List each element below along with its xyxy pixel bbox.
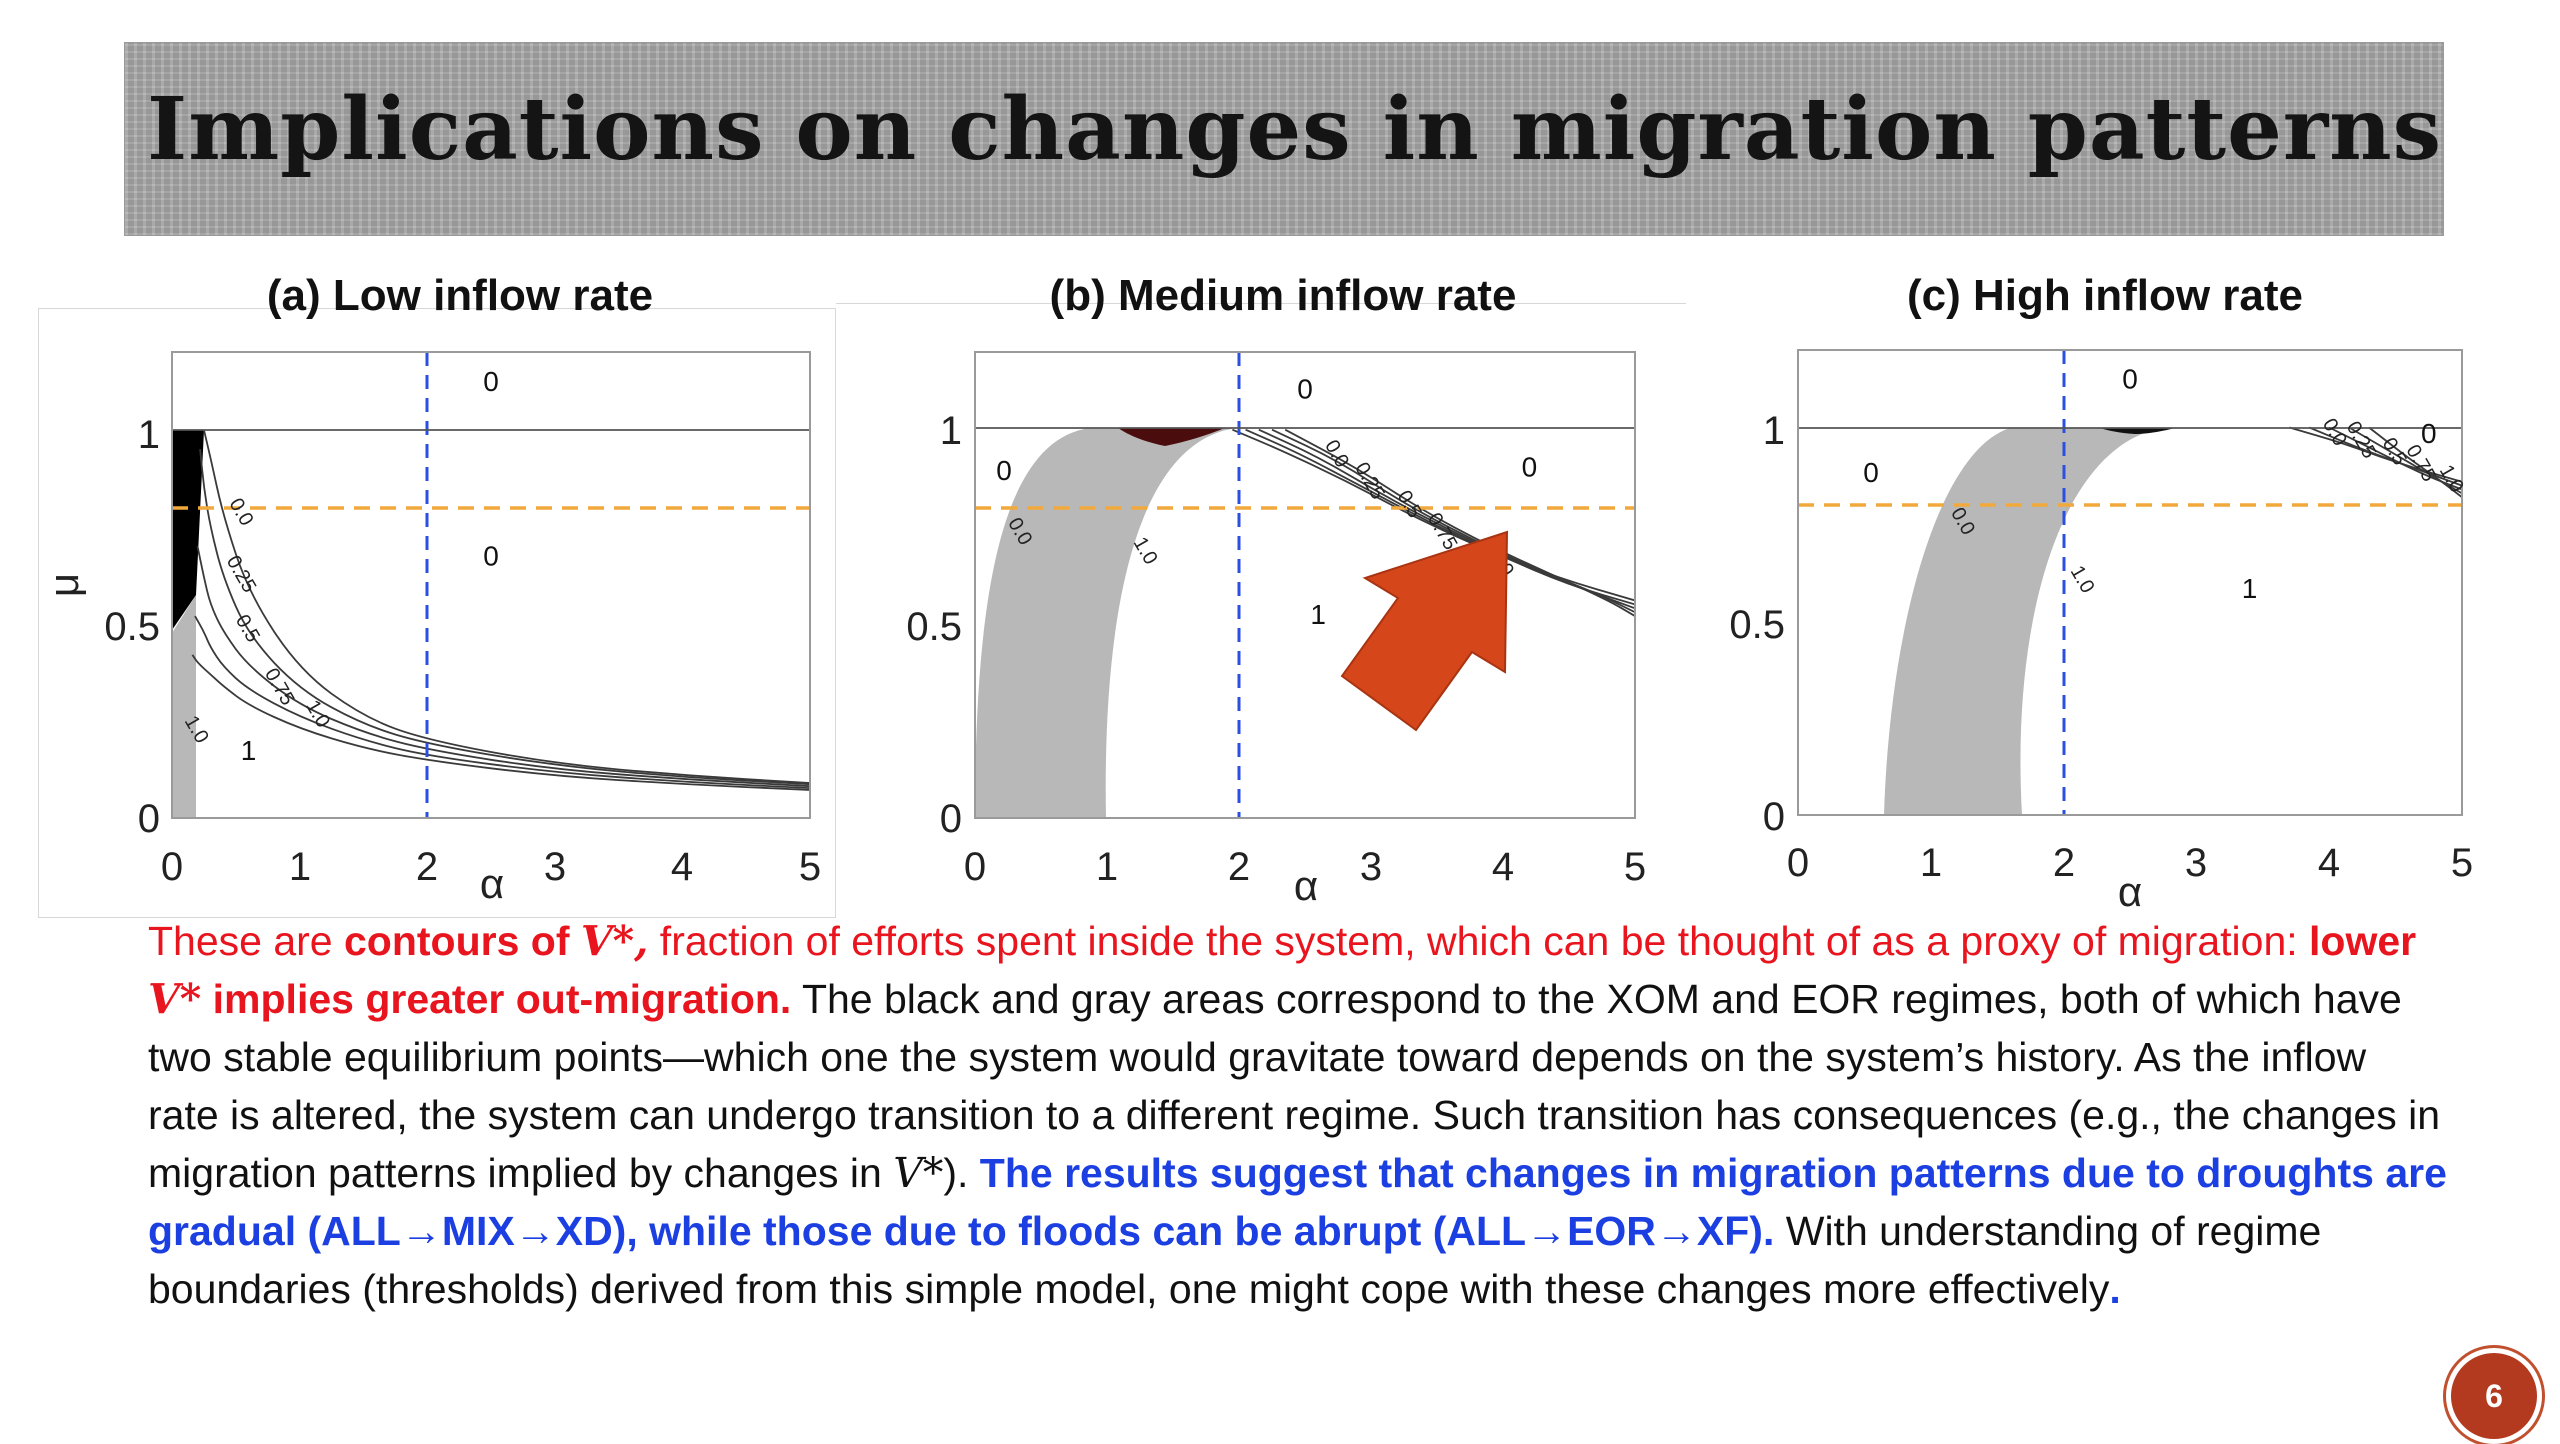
chart-c-xlabel: α xyxy=(2118,868,2142,915)
chart-c-ytick: 0.5 xyxy=(1729,603,1785,647)
chart-c: (c) High inflow rate 0.00.250.50.751.00.… xyxy=(1729,271,2473,915)
chart-c-region-label: 1 xyxy=(2242,573,2258,604)
chart-a-xtick: 2 xyxy=(416,845,438,889)
chart-a-axes-box xyxy=(171,351,811,819)
chart-c-xtick: 0 xyxy=(1787,841,1809,885)
caption-text: These are contours of V*, fraction of ef… xyxy=(148,912,2448,1318)
chart-b-contour-1.0 xyxy=(1284,428,1635,617)
chart-a-contour-0.25 xyxy=(199,449,810,786)
chart-b-gray-region xyxy=(975,428,1237,818)
chart-a-xtick: 0 xyxy=(161,845,183,889)
chart-b-plot-area xyxy=(975,352,1635,818)
page-number-badge: 6 xyxy=(2446,1348,2542,1444)
chart-c-xtick: 1 xyxy=(1920,841,1942,885)
chart-a-xtick: 4 xyxy=(671,845,693,889)
chart-c-xtick: 3 xyxy=(2185,841,2207,885)
chart-b-xlabel: α xyxy=(1294,862,1318,909)
chart-b-xtick: 0 xyxy=(964,845,986,889)
chart-c-region-label: 0 xyxy=(2122,364,2138,395)
chart-b-title: (b) Medium inflow rate xyxy=(1050,271,1517,320)
caption-s10: ). xyxy=(943,1150,980,1196)
chart-a-contour-label: 0.0 xyxy=(225,495,258,530)
chart-b-region-label: 1 xyxy=(1310,599,1326,630)
chart-c-contour-label: 1.0 xyxy=(2066,562,2099,597)
chart-a-contour-0.0 xyxy=(203,429,810,784)
caption-s9: V* xyxy=(893,1149,944,1197)
chart-a-contour-0.5 xyxy=(196,546,810,788)
chart-a-contour-1.0 xyxy=(191,654,810,791)
chart-a-region-label: 1 xyxy=(241,735,257,766)
chart-c-contour-0.5 xyxy=(2328,426,2462,491)
chart-a-contour-label: 0.75 xyxy=(260,665,299,710)
chart-a-ytick: 0 xyxy=(138,797,160,841)
caption-s2: contours of xyxy=(344,918,581,964)
chart-c-axes-box xyxy=(1797,349,2463,816)
chart-c-ytick: 0 xyxy=(1763,795,1785,839)
title-banner: Implications on changes in migration pat… xyxy=(124,42,2444,236)
chart-b-region-label: 0 xyxy=(1522,451,1538,482)
chart-c-contour-0.25 xyxy=(2308,426,2462,487)
caption-s6: V* xyxy=(148,975,202,1023)
chart-a-region-label: 0 xyxy=(483,541,499,572)
chart-b-xtick: 4 xyxy=(1492,845,1514,889)
chart-a-title: (a) Low inflow rate xyxy=(267,271,653,320)
chart-a-black-region xyxy=(172,430,204,630)
chart-c-ytick: 1 xyxy=(1763,409,1785,453)
slide-title: Implications on changes in migration pat… xyxy=(147,79,2443,180)
chart-b-axes-box xyxy=(974,351,1636,819)
chart-b-region-label: 0 xyxy=(1297,374,1313,405)
chart-a-xtick: 5 xyxy=(799,845,821,889)
chart-c-xtick: 5 xyxy=(2451,841,2473,885)
caption-s3: V*, xyxy=(580,917,649,965)
chart-c-region-label: 0 xyxy=(1863,457,1879,488)
chart-a-gray-region xyxy=(172,595,196,818)
chart-a-contour-0.75 xyxy=(194,615,810,789)
chart-b-ytick: 0.5 xyxy=(906,605,962,649)
chart-a-xlabel: α xyxy=(480,860,504,907)
caption-s11: The results suggest that changes in migr… xyxy=(148,1150,2447,1254)
chart-b-xtick: 2 xyxy=(1228,845,1250,889)
chart-c-xtick: 4 xyxy=(2318,841,2340,885)
chart-a-ytick: 0.5 xyxy=(104,605,160,649)
caption-s13: . xyxy=(2109,1266,2121,1312)
chart-c-region-label: 0 xyxy=(2421,418,2437,449)
chart-c-gray-region xyxy=(1884,428,2165,815)
chart-b-ytick: 0 xyxy=(940,797,962,841)
chart-b: (b) Medium inflow rate 0.00.250.50.751.0… xyxy=(906,271,1646,909)
chart-c-title: (c) High inflow rate xyxy=(1907,271,2303,320)
chart-b-contour-label: 0.25 xyxy=(1350,459,1389,504)
annotation-arrow xyxy=(1340,530,1509,732)
chart-b-contour-0.25 xyxy=(1245,428,1635,606)
caption-s4: fraction of efforts spent inside the sys… xyxy=(648,918,2310,964)
chart-b-contour-label: 0.75 xyxy=(1423,509,1462,554)
chart-c-contour-1.0 xyxy=(2368,426,2462,499)
chart-c-black-region xyxy=(2100,428,2175,434)
chart-b-region-label: 0 xyxy=(996,455,1012,486)
chart-a-xtick: 1 xyxy=(289,845,311,889)
chart-a-contour-label: 0.25 xyxy=(222,552,261,597)
chart-a: (a) Low inflow rate 0.00.250.50.751.01.0… xyxy=(40,271,821,907)
chart-a-contour-label: 1.0 xyxy=(301,696,334,731)
chart-a-ylabel: μ xyxy=(40,573,87,597)
caption-s8: The black and gray areas correspond to t… xyxy=(148,976,2441,1196)
chart-b-xtick: 3 xyxy=(1360,845,1382,889)
chart-a-region-label: 0 xyxy=(483,366,499,397)
chart-a-ytick: 1 xyxy=(138,413,160,457)
chart-b-xtick: 1 xyxy=(1096,845,1118,889)
chart-a-xtick: 3 xyxy=(544,845,566,889)
caption-s1: These are xyxy=(148,918,344,964)
chart-b-ytick: 1 xyxy=(940,409,962,453)
caption-s7: implies greater out-migration. xyxy=(201,976,792,1022)
chart-b-xtick: 5 xyxy=(1624,845,1646,889)
chart-b-dark-red-region xyxy=(1118,428,1225,446)
chart-a-plot-area xyxy=(172,352,810,818)
chart-a-contour-label: 0.5 xyxy=(231,611,264,646)
caption-s5: lower xyxy=(2309,918,2417,964)
caption-s12: With understanding of regime boundaries … xyxy=(148,1208,2322,1312)
chart-c-xtick: 2 xyxy=(2053,841,2075,885)
